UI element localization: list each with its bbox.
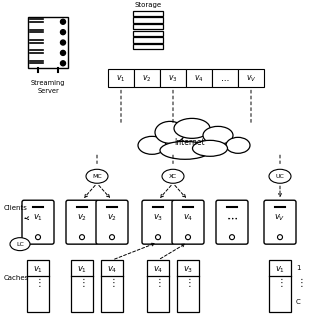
- Text: $\vdots$: $\vdots$: [154, 276, 162, 289]
- FancyBboxPatch shape: [66, 200, 98, 244]
- Text: $v_V$: $v_V$: [246, 73, 256, 84]
- FancyBboxPatch shape: [96, 200, 128, 244]
- Text: $\vdots$: $\vdots$: [34, 276, 42, 289]
- Text: $v_V$: $v_V$: [274, 213, 286, 223]
- Text: $v_3$: $v_3$: [168, 73, 178, 84]
- FancyBboxPatch shape: [216, 200, 248, 244]
- Text: $\vdots$: $\vdots$: [108, 276, 116, 289]
- Text: $v_1$: $v_1$: [33, 213, 43, 223]
- Text: $v_2$: $v_2$: [107, 213, 117, 223]
- Ellipse shape: [162, 169, 184, 183]
- Bar: [238, 69, 264, 87]
- Ellipse shape: [10, 238, 30, 251]
- Bar: [160, 69, 186, 87]
- Bar: [212, 69, 238, 87]
- Ellipse shape: [269, 169, 291, 183]
- Circle shape: [60, 19, 66, 24]
- Bar: [108, 69, 134, 87]
- Text: $v_4$: $v_4$: [194, 73, 204, 84]
- Bar: [269, 260, 291, 312]
- Bar: [134, 69, 160, 87]
- Text: $\vdots$: $\vdots$: [296, 276, 303, 289]
- Text: $v_1$: $v_1$: [77, 265, 87, 275]
- Text: $\vdots$: $\vdots$: [184, 276, 192, 289]
- Text: $v_2$: $v_2$: [142, 73, 152, 84]
- Text: UC: UC: [276, 174, 284, 179]
- Bar: [28, 17, 68, 68]
- Bar: [133, 44, 163, 49]
- Circle shape: [60, 40, 66, 45]
- Text: C: C: [296, 299, 301, 305]
- Text: $v_1$: $v_1$: [116, 73, 126, 84]
- Text: Caches: Caches: [4, 275, 29, 281]
- Text: $v_4$: $v_4$: [183, 213, 193, 223]
- Ellipse shape: [203, 126, 233, 144]
- Text: $v_4$: $v_4$: [153, 265, 163, 275]
- Text: $v_2$: $v_2$: [77, 213, 87, 223]
- Bar: [133, 17, 163, 23]
- FancyBboxPatch shape: [264, 200, 296, 244]
- Text: $v_1$: $v_1$: [275, 265, 285, 275]
- Text: Streaming
Server: Streaming Server: [31, 80, 65, 94]
- FancyBboxPatch shape: [142, 200, 174, 244]
- Text: $v_3$: $v_3$: [153, 213, 163, 223]
- Text: $v_1$: $v_1$: [33, 265, 43, 275]
- Ellipse shape: [193, 140, 228, 156]
- Ellipse shape: [174, 118, 210, 138]
- Text: $v_4$: $v_4$: [107, 265, 117, 275]
- Bar: [186, 69, 212, 87]
- Bar: [71, 260, 93, 312]
- Bar: [101, 260, 123, 312]
- Text: $\cdots$: $\cdots$: [226, 213, 238, 223]
- Circle shape: [60, 30, 66, 35]
- Text: Clients: Clients: [4, 205, 28, 211]
- Bar: [147, 260, 169, 312]
- Circle shape: [60, 51, 66, 55]
- Text: $\cdots$: $\cdots$: [220, 74, 230, 83]
- Text: Storage: Storage: [134, 2, 162, 8]
- Bar: [133, 30, 163, 36]
- Ellipse shape: [86, 169, 108, 183]
- Bar: [177, 260, 199, 312]
- Bar: [133, 11, 163, 16]
- Text: $\vdots$: $\vdots$: [78, 276, 86, 289]
- Text: $\cdots$: $\cdots$: [227, 213, 237, 223]
- FancyBboxPatch shape: [172, 200, 204, 244]
- Text: 1: 1: [296, 265, 300, 271]
- Ellipse shape: [155, 121, 185, 143]
- Text: LC: LC: [16, 242, 24, 247]
- Text: $\vdots$: $\vdots$: [276, 276, 284, 289]
- Ellipse shape: [226, 137, 250, 153]
- Text: XC: XC: [169, 174, 177, 179]
- Bar: [133, 24, 163, 29]
- Circle shape: [60, 61, 66, 66]
- Ellipse shape: [160, 141, 210, 159]
- FancyBboxPatch shape: [22, 200, 54, 244]
- Text: MC: MC: [92, 174, 102, 179]
- Bar: [133, 37, 163, 43]
- Text: Internet: Internet: [175, 138, 205, 147]
- Ellipse shape: [138, 136, 166, 154]
- Bar: [27, 260, 49, 312]
- Text: $v_3$: $v_3$: [183, 265, 193, 275]
